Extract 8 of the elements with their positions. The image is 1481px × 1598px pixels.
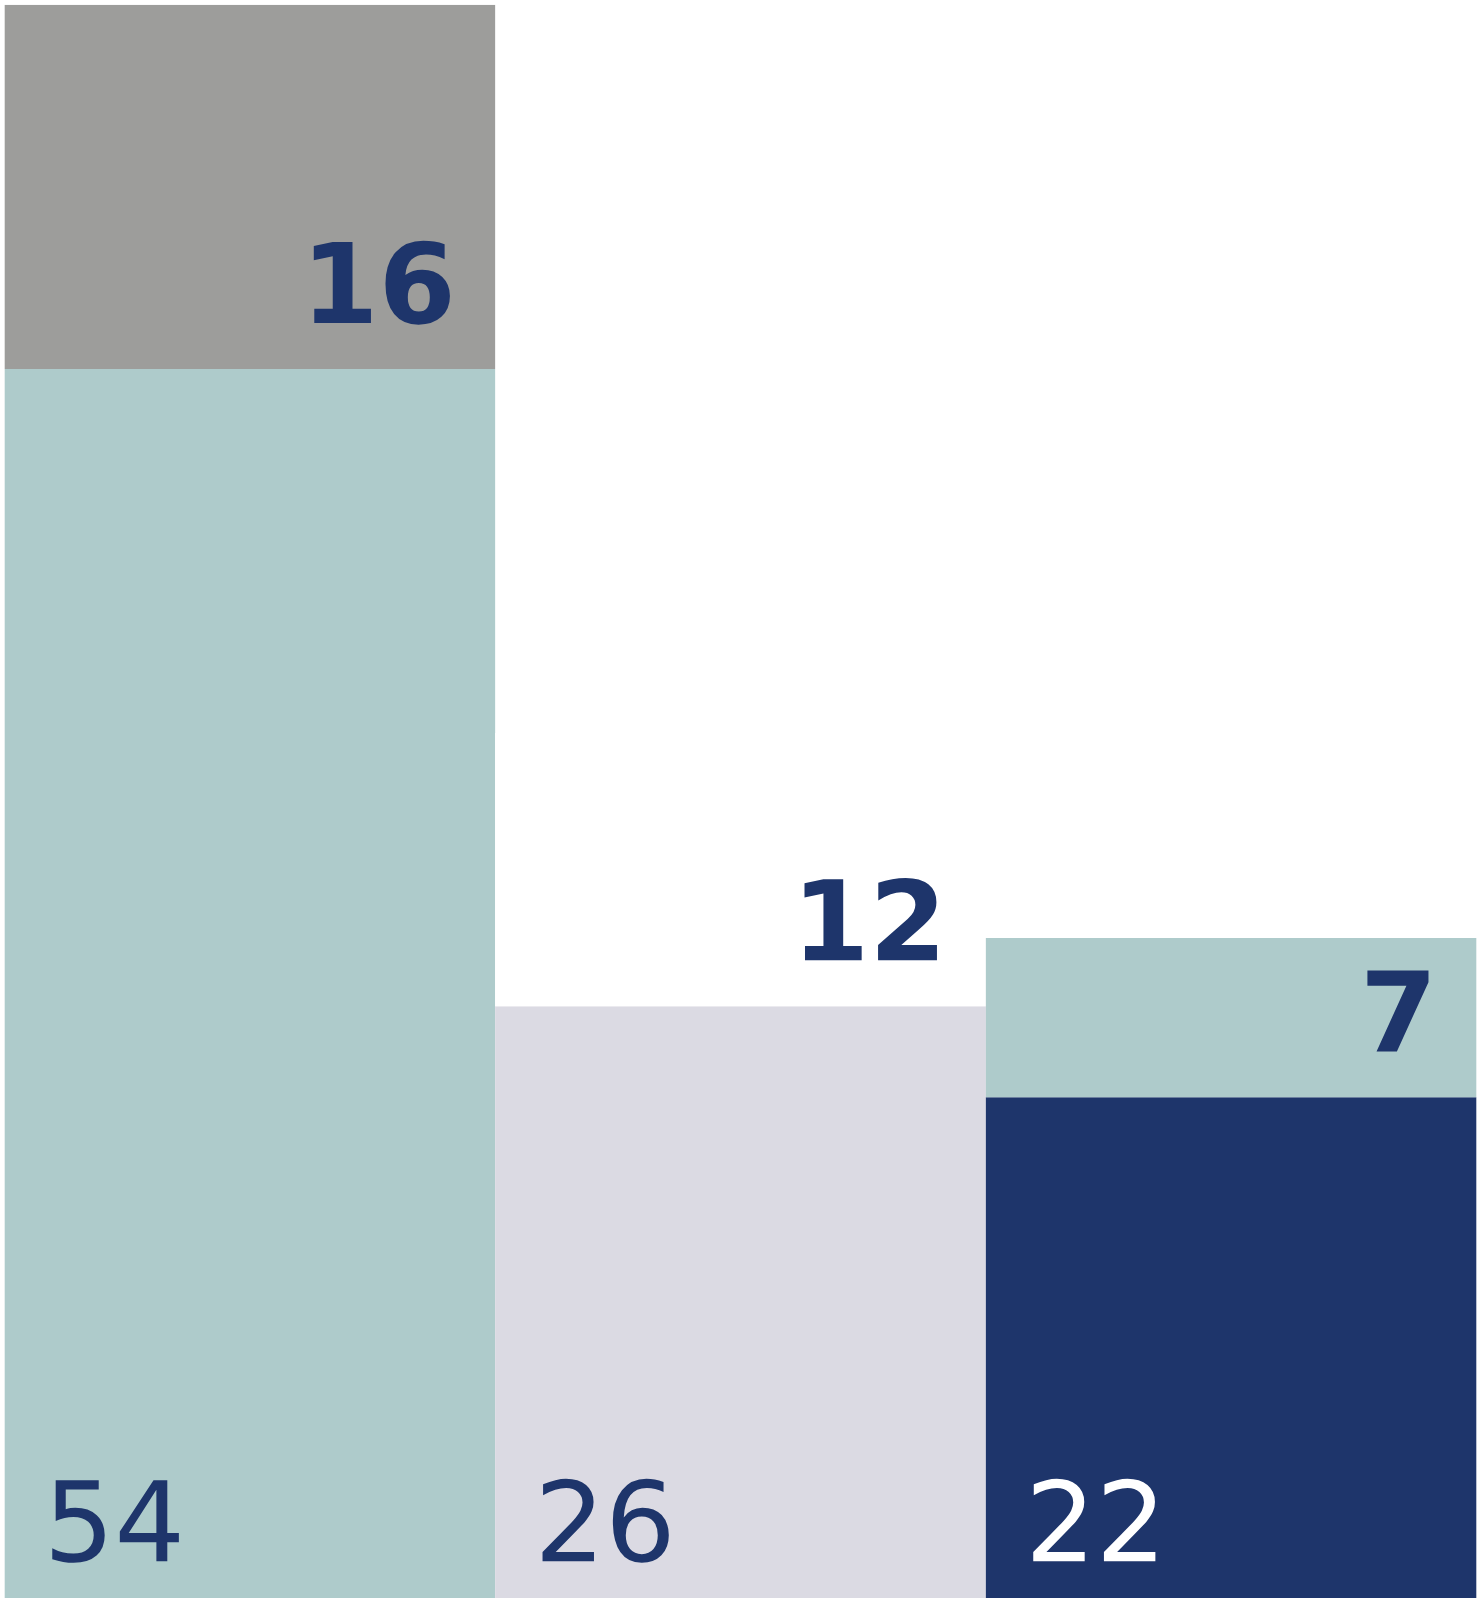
data-label: 12	[804, 877, 937, 961]
data-label: 7	[1367, 970, 1429, 1052]
data-label: 26	[542, 1478, 669, 1563]
data-label: 54	[52, 1480, 179, 1563]
bar	[985, 1097, 1477, 1598]
data-label: 16	[313, 240, 450, 325]
data-label: 22	[1033, 1478, 1156, 1562]
bar	[4, 4, 496, 369]
